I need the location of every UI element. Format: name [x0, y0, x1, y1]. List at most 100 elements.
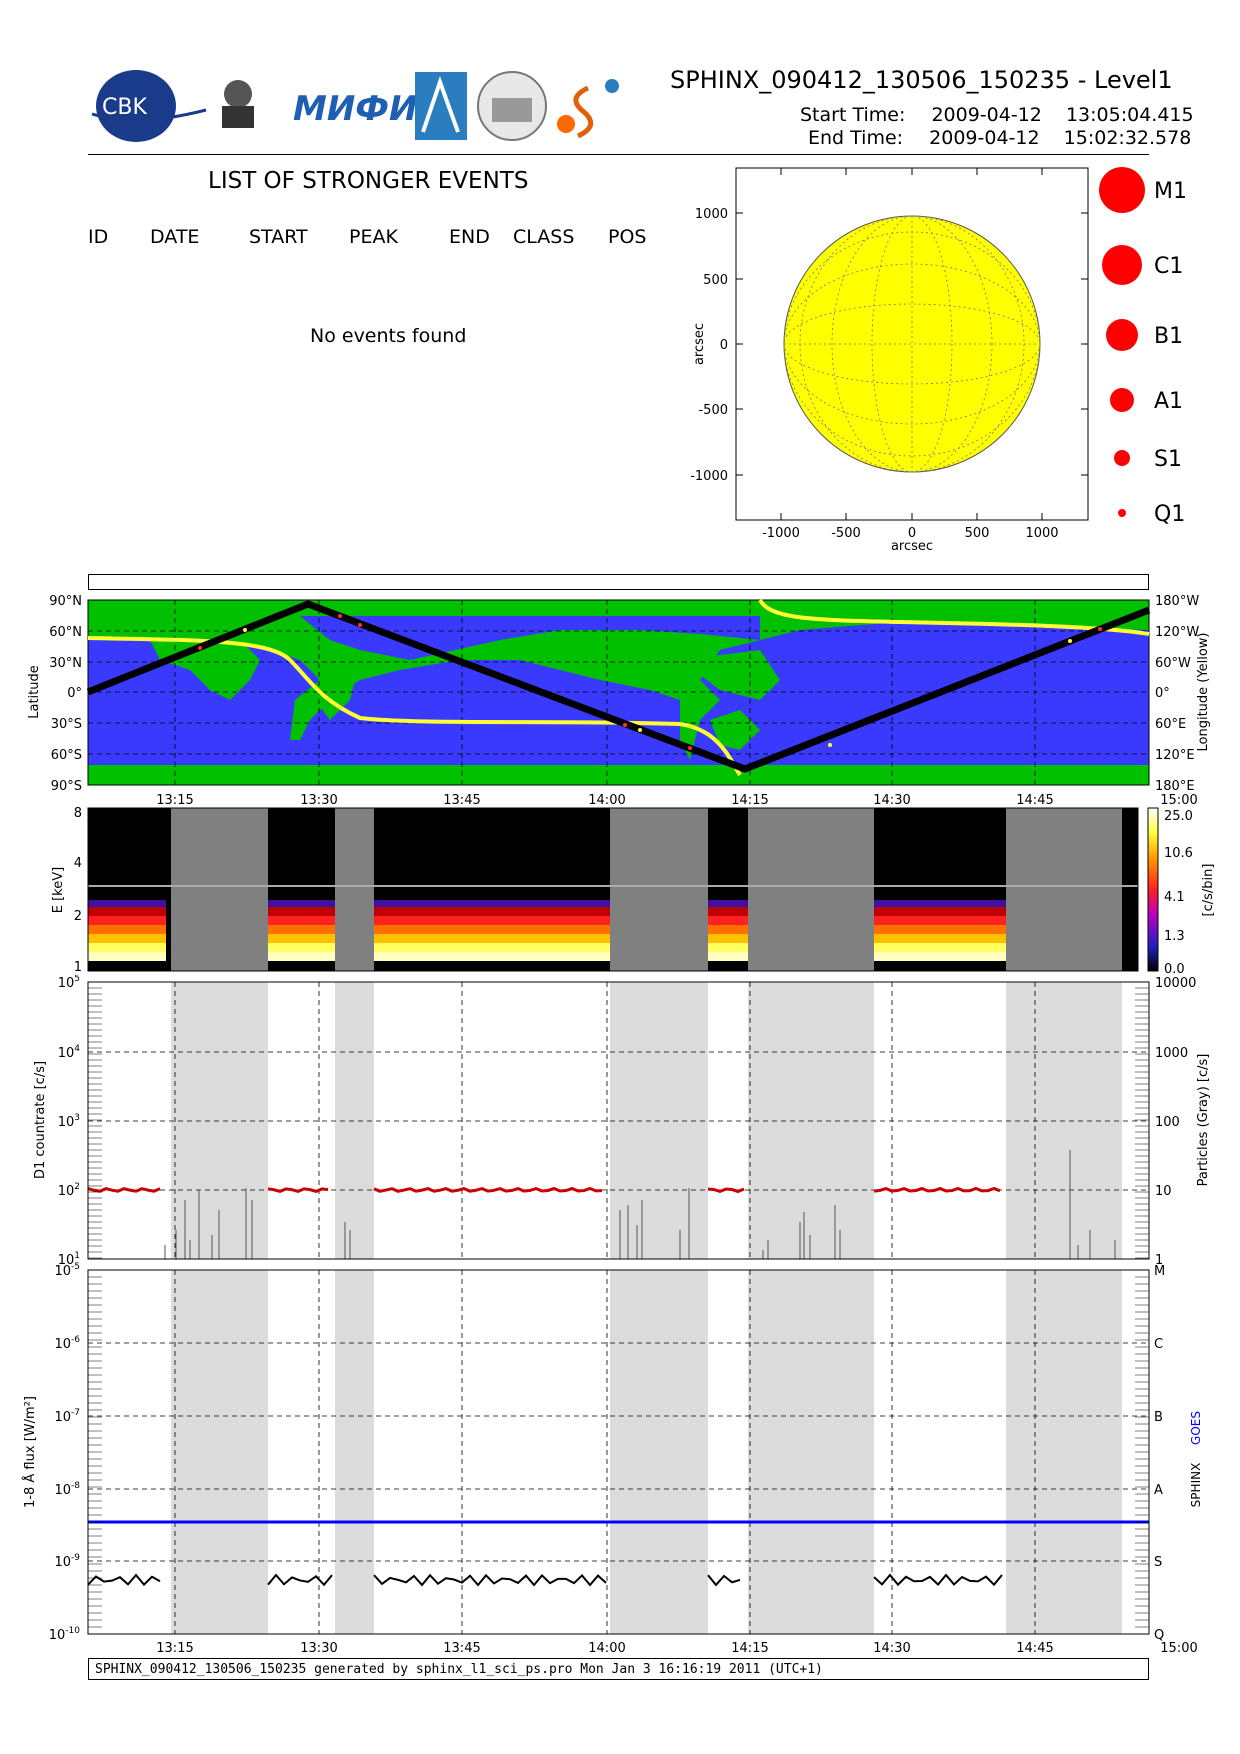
cr-ytick-label: 104	[58, 1044, 81, 1061]
map-ytick-label: 30°S	[51, 717, 82, 732]
spectrogram-cells	[374, 934, 610, 943]
spectrogram-cells	[874, 952, 1006, 961]
legend-marker-s1	[1114, 450, 1130, 466]
sun-ytick-label: 1000	[695, 207, 728, 222]
countrate-line	[707, 1187, 745, 1194]
spectrogram-cells	[874, 943, 1006, 952]
map-ytick-label: 30°N	[49, 656, 82, 671]
spectrogram-gap	[171, 808, 268, 971]
flux-class-label: Q	[1154, 1628, 1164, 1643]
map-xtick-label: 13:30	[300, 793, 337, 808]
flux-gray-bands	[171, 1270, 1122, 1634]
map-xtick-label: 14:00	[588, 793, 625, 808]
svg-text:МИФИ: МИФИ	[293, 89, 417, 129]
spectrogram-cells	[268, 900, 335, 907]
flux-y2label-sphinx: SPHINX	[1189, 1463, 1203, 1508]
footer-caption: SPHINX_090412_130506_150235 generated by…	[88, 1658, 1149, 1680]
countrate-line	[373, 1186, 603, 1193]
flux-ytick-label: 10-9	[54, 1553, 80, 1570]
flux-ytick-label: 10-6	[54, 1335, 80, 1352]
event-bar	[88, 574, 1149, 590]
legend-label-c1: C1	[1154, 254, 1183, 279]
sun-ytick-label: 0	[720, 338, 728, 353]
cbk-logo: CBK	[91, 70, 207, 142]
sphinx-countrate-series	[87, 1186, 1001, 1194]
flux-ytick-label: 10-7	[54, 1408, 80, 1425]
sphinx-logo	[557, 79, 619, 139]
map-ytick-label: 60°N	[49, 625, 82, 640]
legend-marker-q1	[1118, 509, 1126, 517]
cr-y2label: Particles (Gray) [c/s]	[1196, 1054, 1211, 1187]
spectrogram-cells	[374, 907, 610, 916]
flux-xtick-label: 13:15	[156, 1641, 193, 1656]
no-events-text: No events found	[310, 325, 467, 347]
gray-band	[610, 1270, 708, 1634]
cr-ytick-label: 102	[58, 1182, 80, 1199]
col-peak: PEAK	[349, 226, 398, 248]
spectrogram-cells	[88, 900, 166, 907]
spectrogram-gap	[1006, 808, 1122, 971]
cr-y2tick-label: 10000	[1155, 976, 1196, 991]
spectrogram-cells	[88, 916, 166, 925]
cr-ytick-label: 105	[58, 975, 80, 991]
lebedev-logo	[222, 80, 254, 128]
sun-ytick-label: -500	[698, 403, 728, 418]
spectrogram-cells	[268, 952, 335, 961]
sphinx-flux-line	[707, 1574, 741, 1587]
legend-label-q1: Q1	[1154, 502, 1185, 527]
sun-grid	[783, 215, 1041, 473]
col-class: CLASS	[513, 226, 575, 248]
end-time-row: End Time: 2009-04-12 15:02:32.578	[808, 127, 1191, 149]
events-title: LIST OF STRONGER EVENTS	[208, 168, 529, 194]
sphinx-flux-line	[873, 1573, 1003, 1587]
flux-ytick-label: 10-10	[49, 1626, 81, 1643]
sun-ylabel: arcsec	[692, 323, 707, 365]
spectrogram-gap	[335, 808, 374, 971]
spectrogram-cells	[88, 934, 166, 943]
spectrogram-cells	[268, 916, 335, 925]
map-y2tick-label: 120°W	[1155, 625, 1199, 640]
svg-text:CBK: CBK	[102, 95, 147, 120]
flux-xtick-label: 14:45	[1016, 1641, 1053, 1656]
cr-ytick-label: 101	[58, 1251, 80, 1268]
colorbar-tick-label: 10.6	[1164, 846, 1193, 861]
spectrogram-cells	[88, 907, 166, 916]
flux-ylabel: 1-8 Å flux [W/m²]	[22, 1396, 38, 1508]
sphinx-flux-series	[87, 1573, 1003, 1587]
spectrogram-cells	[88, 943, 166, 952]
sphinx-flux-line	[267, 1573, 333, 1587]
spectrogram-cells	[874, 907, 1006, 916]
map-xtick-label: 14:15	[731, 793, 768, 808]
flux-xtick-label: 14:30	[873, 1641, 910, 1656]
gray-band	[748, 982, 874, 1259]
start-time-row: Start Time: 2009-04-12 13:05:04.415	[800, 104, 1194, 126]
flux-panel: 10-5 10-6 10-7 10-8 10-9 10-10 M C B A S Q 13:15 13:3…	[22, 1262, 1203, 1656]
spectrogram-cells	[268, 934, 335, 943]
spectrogram-blocks	[88, 808, 1122, 971]
flux-class-label: B	[1154, 1410, 1163, 1425]
spectrogram-gap	[610, 808, 708, 971]
map-xtick-label: 13:15	[156, 793, 193, 808]
spec-ytick-label: 4	[74, 856, 82, 871]
map-y2label: Longitude (Yellow)	[1196, 633, 1211, 752]
map-xtick-label: 15:00	[1160, 793, 1197, 808]
map-axis-ticks: 90°N 60°N 30°N 0° 30°S 60°S 90°S 180°W 120°W 60°W…	[49, 594, 1199, 808]
header-rule	[88, 154, 1149, 155]
legend-marker-c1	[1102, 245, 1142, 285]
spec-ytick-label: 8	[74, 806, 82, 821]
map-ylabel: Latitude	[27, 665, 42, 719]
flux-xtick-label: 13:30	[300, 1641, 337, 1656]
spectrogram-cells	[874, 934, 1006, 943]
spectrogram-cells	[708, 907, 748, 916]
spectrogram-cells	[268, 943, 335, 952]
file-title: SPHINX_090412_130506_150235 - Level1	[670, 66, 1173, 94]
col-id: ID	[88, 226, 109, 248]
legend-label-s1: S1	[1154, 447, 1182, 472]
spectrogram-cells	[268, 907, 335, 916]
map-xtick-label: 14:30	[873, 793, 910, 808]
spectrogram-cells	[708, 916, 748, 925]
spec-ytick-label: 1	[74, 960, 82, 975]
colorbar-tick-label: 4.1	[1164, 890, 1185, 905]
flux-class-label: M	[1154, 1264, 1165, 1279]
